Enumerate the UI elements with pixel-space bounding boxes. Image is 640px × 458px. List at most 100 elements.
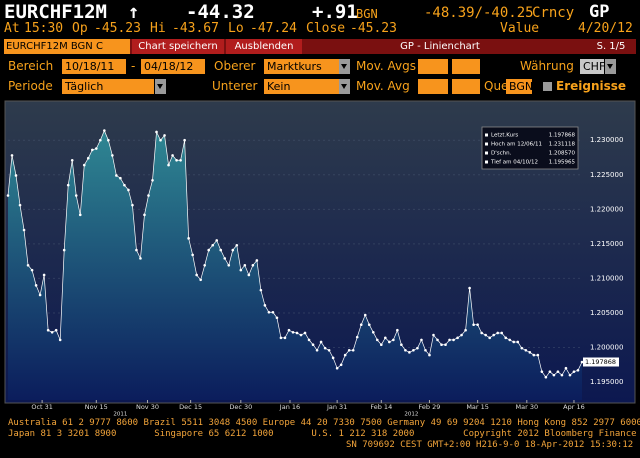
source-field[interactable]: BGN [506,79,533,94]
x-tick-label: Feb 14 [370,403,392,411]
mov-avg-label: Mov. Avg [356,79,410,93]
data-point [227,263,231,267]
data-point [243,263,247,267]
data-point [464,328,467,332]
data-point [18,203,22,207]
y-tick-label: 1.205000 [590,309,623,317]
legend-icon [485,133,488,137]
upper-label: Oberer [214,59,256,73]
data-point [367,323,371,326]
data-point [351,348,355,352]
value-date: 4/20/12 [578,21,633,36]
upper-field[interactable]: Marktkurs [264,59,339,74]
tab: GP - Linienchart [400,41,480,52]
data-point [440,343,443,347]
data-point [295,331,299,335]
data-point [460,333,463,337]
legend-label: Tief am 04/10/12 [490,160,538,166]
mov-avgs-label: Mov. Avgs [356,59,416,73]
tab[interactable]: Ausblenden [226,39,302,54]
data-point [163,134,166,137]
dropdown[interactable] [605,59,616,74]
data-point [343,353,347,357]
dropdown[interactable] [155,79,166,94]
data-point [70,158,74,162]
data-point [488,336,491,340]
data-point [347,348,351,352]
data-point [311,343,315,347]
legend-box [481,126,579,170]
x-tick-label: Jan 31 [326,403,347,411]
data-point [183,138,186,142]
data-point [131,203,134,207]
data-point [58,338,62,342]
data-point [82,163,86,167]
data-point [436,338,439,342]
data-point [456,336,459,340]
legend-value: 1.195965 [549,160,576,166]
data-point [271,310,275,314]
data-point [159,138,162,142]
data-point [331,356,335,360]
dropdown[interactable] [339,79,350,94]
x-tick-label: Oct 31 [31,403,53,411]
data-point [556,370,560,373]
data-point [66,183,70,187]
data-point [424,348,427,352]
dropdown[interactable] [339,59,350,74]
input-field[interactable] [452,79,480,94]
legend-label: D'schn. [491,151,512,157]
data-point [492,333,495,337]
input-field[interactable] [418,59,448,74]
change: -44.32 [186,1,255,23]
legend-value: 1.231118 [549,142,576,148]
period-field[interactable]: Täglich [62,79,154,94]
data-point [203,263,206,267]
data-point [90,148,94,152]
input-field[interactable] [418,79,448,94]
page-indicator: S. 1/5 [596,41,626,52]
data-point [167,163,170,167]
year-label: 2012 [404,412,418,418]
data-point [388,340,391,344]
data-point [408,351,411,354]
start-field[interactable]: 10/18/11 [62,59,126,74]
data-point [111,154,114,157]
checkbox[interactable] [543,82,552,91]
data-point [528,351,532,354]
legend-value: 1.197868 [549,133,576,139]
input-field[interactable] [452,59,480,74]
data-point [576,368,580,372]
x-tick-label: Nov 30 [136,403,159,411]
data-point [392,338,395,342]
currency-field[interactable]: CHF [580,59,605,74]
data-point [38,293,42,297]
lower-field[interactable]: Kein [264,79,339,94]
x-tick-label: Jan 16 [279,403,300,411]
area-fill [8,130,582,400]
function[interactable]: GP [589,2,610,22]
data-point [452,338,455,342]
data-point [500,331,504,335]
end-field[interactable]: 04/18/12 [141,59,205,74]
data-point [191,253,194,257]
data-point [339,363,343,367]
data-point [78,213,82,217]
data-point [263,304,267,307]
data-point [412,348,415,352]
data-point [199,278,202,282]
data-point [135,248,138,252]
data-point [476,323,479,326]
tab[interactable]: EURCHF12M BGN C [4,39,130,54]
data-point [179,158,182,162]
data-point [359,323,363,326]
data-point [564,366,568,370]
data-point [548,370,552,373]
data-point [484,333,487,337]
data-point [215,239,219,242]
data-point [572,370,576,373]
tab[interactable]: Chart speichern [132,39,224,54]
data-point [187,237,190,240]
data-point [259,288,263,292]
